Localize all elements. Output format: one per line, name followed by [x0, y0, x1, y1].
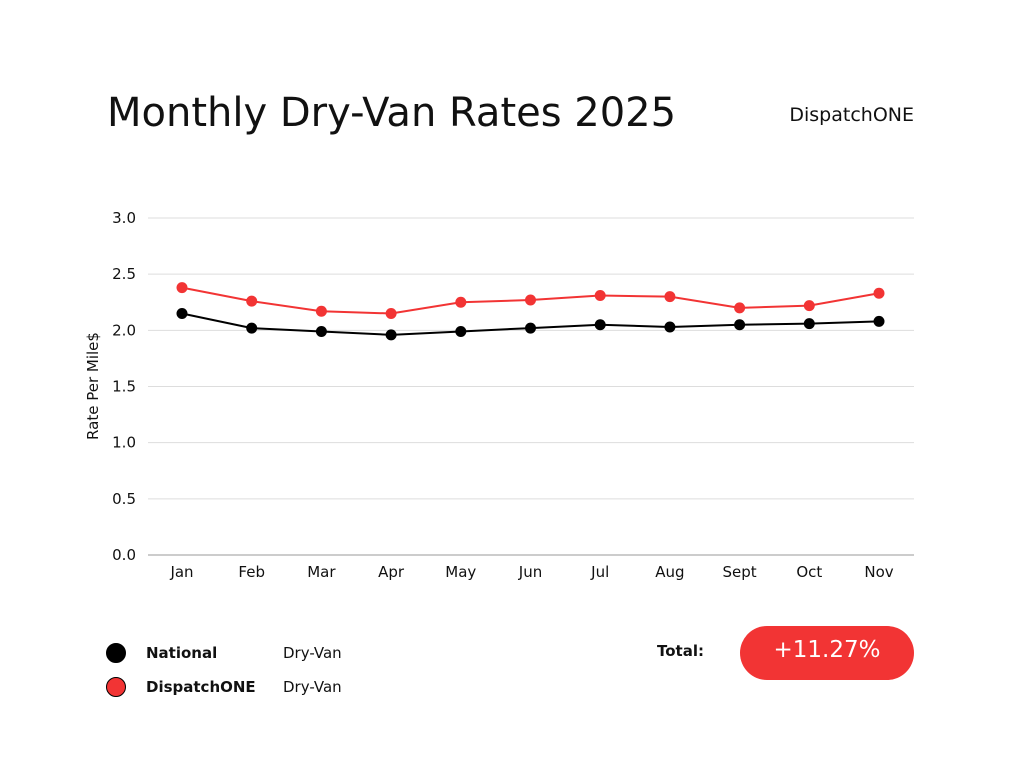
- legend-type: Dry-Van: [283, 678, 342, 696]
- legend-label: DispatchONE: [146, 678, 256, 696]
- series-dispatchone: [176, 282, 885, 319]
- x-tick-label: Sept: [723, 563, 757, 581]
- data-point-national: [594, 319, 606, 331]
- data-point-national: [176, 307, 188, 319]
- data-point-dispatchone: [594, 290, 606, 302]
- data-point-national: [246, 322, 258, 334]
- line-chart: 0.0 0.5 1.0 1.5 2.0 2.5 3.0 Jan Feb Mar Apr May Jun…: [84, 209, 914, 581]
- data-point-dispatchone: [525, 294, 536, 306]
- data-point-dispatchone: [803, 300, 815, 312]
- x-tick-label: Apr: [378, 563, 405, 581]
- legend-item-national: National Dry-Van: [106, 641, 342, 665]
- brand-name: DispatchONE: [789, 104, 914, 126]
- data-point-national: [873, 315, 885, 327]
- data-point-national: [455, 325, 467, 337]
- data-point-national: [734, 319, 746, 331]
- x-tick-label: Feb: [238, 563, 265, 581]
- legend-type: Dry-Van: [283, 644, 342, 662]
- series-group: [176, 282, 885, 341]
- data-point-dispatchone: [873, 287, 885, 299]
- data-point-national: [525, 322, 536, 334]
- data-point-dispatchone: [455, 296, 467, 308]
- data-point-dispatchone: [664, 291, 676, 303]
- series-national: [176, 307, 885, 341]
- legend-label: National: [146, 644, 218, 662]
- data-point-dispatchone: [734, 302, 746, 314]
- chart-title: Monthly Dry-Van Rates 2025: [107, 90, 677, 136]
- data-point-national: [803, 318, 815, 330]
- data-point-dispatchone: [176, 282, 188, 294]
- data-point-dispatchone: [315, 305, 327, 317]
- y-tick-label: 1.5: [112, 378, 136, 396]
- x-tick-label: Jul: [590, 563, 609, 581]
- grid-lines: [148, 217, 914, 556]
- y-tick-label: 0.5: [112, 490, 136, 508]
- x-tick-label: Jan: [169, 563, 193, 581]
- legend-swatch-national: [106, 643, 126, 663]
- total-label: Total:: [657, 642, 704, 660]
- x-tick-label: Aug: [655, 563, 684, 581]
- data-point-dispatchone: [246, 295, 258, 307]
- x-tick-label: Nov: [864, 563, 893, 581]
- data-point-dispatchone: [385, 307, 397, 319]
- legend-swatch-dispatchone: [106, 677, 126, 697]
- y-axis-label: Rate Per Mile$: [84, 332, 102, 440]
- x-tick-label: Jun: [518, 563, 542, 581]
- x-axis-ticks: Jan Feb Mar Apr May Jun Jul Aug Sept Oct Nov: [169, 563, 893, 581]
- x-tick-label: May: [445, 563, 476, 581]
- data-point-national: [385, 329, 397, 341]
- y-tick-label: 2.5: [112, 265, 136, 283]
- y-tick-label: 1.0: [112, 434, 136, 452]
- data-point-national: [315, 325, 327, 337]
- total-badge: +11.27%: [740, 626, 914, 680]
- y-tick-label: 3.0: [112, 209, 136, 227]
- data-point-national: [664, 321, 676, 333]
- y-tick-label: 2.0: [112, 321, 136, 339]
- x-tick-label: Oct: [796, 563, 822, 581]
- legend-item-dispatchone: DispatchONE Dry-Van: [106, 675, 342, 699]
- y-axis-ticks: 0.0 0.5 1.0 1.5 2.0 2.5 3.0: [112, 209, 136, 564]
- x-tick-label: Mar: [307, 563, 336, 581]
- y-tick-label: 0.0: [112, 546, 136, 564]
